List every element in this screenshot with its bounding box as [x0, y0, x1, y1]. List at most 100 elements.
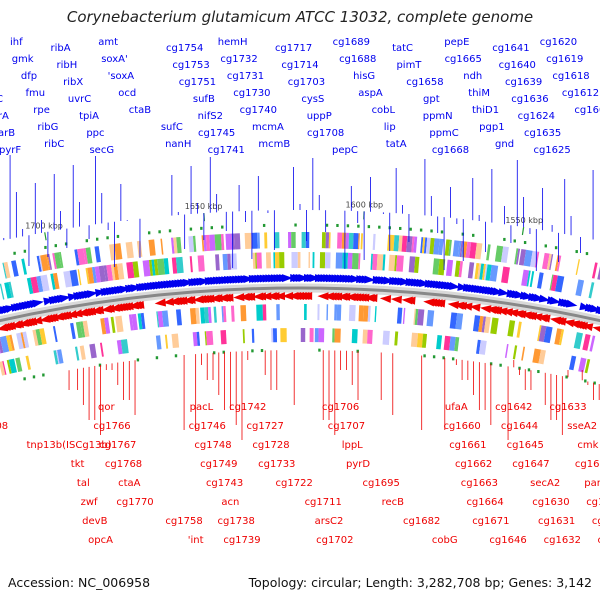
cog-band-outer — [40, 254, 49, 272]
cog-band-outer — [273, 232, 280, 249]
forward-gene-arrow — [130, 284, 142, 293]
forward-gene-label: ppc — [86, 128, 104, 139]
reverse-gene-label: cg1645 — [507, 440, 544, 451]
reverse-gene-arrow — [366, 294, 378, 303]
cog-band-mid — [148, 259, 154, 276]
cog-band-outer — [176, 236, 182, 254]
cog-band-mid — [63, 270, 73, 288]
cog-band-outer — [321, 232, 326, 249]
cog-band-mid — [8, 281, 14, 298]
gc-mark — [85, 239, 89, 243]
forward-gene-label: cg1708 — [307, 128, 344, 139]
gc-mark — [472, 233, 475, 237]
cog-band-inner2 — [171, 333, 180, 349]
reverse-gene-label: cg1660 — [443, 421, 480, 432]
cog-band-mid — [549, 274, 554, 291]
gene-arrows — [0, 273, 600, 333]
cog-band-mid — [482, 263, 487, 281]
cog-band-inner2 — [454, 337, 460, 352]
cog-band-outer — [54, 252, 62, 269]
reverse-gene-arrow — [60, 311, 73, 319]
reverse-gene-arrow — [211, 294, 223, 303]
cog-band-mid — [467, 262, 475, 279]
cog-band-inner2 — [155, 335, 162, 350]
cog-band-inner2 — [584, 358, 591, 374]
cog-band-inner — [396, 307, 403, 324]
reverse-gene-label: cg1682 — [403, 516, 440, 527]
cog-band-inner — [161, 310, 170, 327]
cog-band-inner2 — [57, 349, 64, 364]
reverse-gene-label: cg1766 — [93, 421, 130, 432]
forward-gene-arrow — [182, 278, 194, 287]
reverse-gene-label: arsC2 — [315, 516, 344, 527]
reverse-gene-label: sseA2 — [567, 421, 597, 432]
forward-gene-arrow — [449, 282, 461, 290]
cog-band-outer — [448, 239, 452, 256]
cog-band-outer — [188, 235, 195, 253]
gc-mark — [147, 231, 151, 235]
forward-gene-arrow — [549, 296, 562, 305]
gc-mark — [499, 363, 502, 367]
cog-band-mid — [50, 273, 56, 290]
reverse-gene-label: cg1614 — [592, 516, 600, 527]
reverse-gene-label: cg1749 — [200, 459, 237, 470]
cog-band-inner — [137, 313, 143, 330]
cog-band-inner2 — [568, 355, 577, 371]
cog-band-outer — [160, 238, 164, 255]
gc-mark — [98, 363, 102, 367]
cog-band-mid — [273, 252, 276, 269]
forward-gene-label: pgp1 — [479, 122, 504, 133]
reverse-gene-arrow — [455, 302, 468, 311]
forward-gene-label: mcmB — [258, 139, 290, 150]
forward-gene-label: cysS — [301, 94, 324, 105]
forward-gene-label: cg1717 — [275, 43, 312, 54]
cog-band-mid — [163, 258, 170, 275]
cog-band-inner — [402, 307, 406, 324]
cog-band-inner2 — [309, 328, 314, 343]
cog-band-inner2 — [6, 359, 12, 374]
forward-gene-label: ribX — [63, 77, 83, 88]
cog-band-inner2 — [318, 328, 325, 343]
reverse-gene-label: cg1758 — [165, 516, 202, 527]
forward-gene-label: cg1688 — [339, 54, 376, 65]
reverse-gene-arrow — [103, 304, 115, 313]
cog-band-outer — [251, 232, 258, 249]
cog-band-outer — [74, 249, 80, 266]
forward-gene-label: carA — [0, 111, 9, 122]
forward-gene-label: cg1732 — [220, 54, 257, 65]
forward-gene-label: gnd — [495, 139, 514, 150]
cog-band-outer — [52, 253, 57, 270]
cog-band-outer — [556, 255, 562, 272]
reverse-gene-label: cg1615 — [597, 535, 600, 546]
forward-gene-label: pyrF — [0, 145, 21, 156]
cog-band-outer — [234, 233, 241, 250]
forward-gene-label: amt — [98, 37, 118, 48]
forward-gene-label: thiM — [468, 88, 490, 99]
cog-band-inner — [240, 305, 247, 322]
reverse-gene-arrow — [301, 292, 313, 301]
reverse-gene-label: pyrD — [346, 459, 370, 470]
cog-band-outer — [205, 234, 211, 252]
forward-gene-arrow — [59, 294, 72, 303]
cog-band-inner — [157, 310, 164, 328]
reverse-gene-label: tkt — [71, 459, 85, 470]
cog-band-inner — [32, 329, 39, 346]
forward-gene-label: cg1751 — [179, 77, 216, 88]
cog-band-outer — [591, 262, 598, 279]
cog-band-inner — [213, 306, 217, 323]
cog-band-inner2 — [53, 350, 59, 365]
gc-mark — [442, 356, 445, 360]
reverse-gene-arrow — [65, 310, 78, 319]
cog-band-mid — [36, 275, 44, 293]
gc-mark — [95, 237, 99, 241]
cog-band-mid — [319, 252, 326, 269]
cog-band-outer — [257, 232, 261, 249]
reverse-gene-label: 'int — [188, 535, 204, 546]
reverse-gene-arrow — [4, 321, 17, 330]
cog-band-inner — [262, 304, 267, 321]
forward-gene-label: cg1689 — [333, 37, 370, 48]
forward-gene-label: lip — [384, 122, 396, 133]
cog-band-outer — [429, 237, 435, 255]
cog-band-mid — [77, 269, 82, 286]
